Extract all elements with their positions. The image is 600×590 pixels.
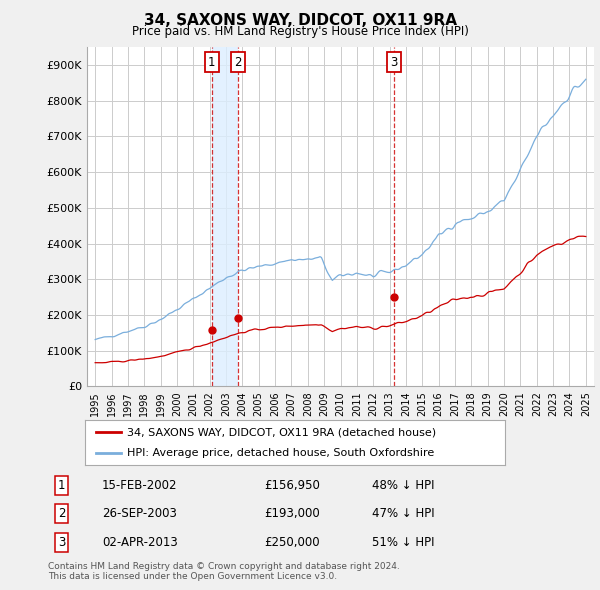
Text: 3: 3	[390, 55, 397, 68]
Bar	[212, 47, 238, 386]
Text: 2: 2	[235, 55, 242, 68]
Text: £193,000: £193,000	[264, 507, 320, 520]
Text: 47% ↓ HPI: 47% ↓ HPI	[372, 507, 434, 520]
Text: Price paid vs. HM Land Registry's House Price Index (HPI): Price paid vs. HM Land Registry's House …	[131, 25, 469, 38]
Text: 3: 3	[58, 536, 65, 549]
Text: HPI: Average price, detached house, South Oxfordshire: HPI: Average price, detached house, Sout…	[127, 448, 434, 458]
Text: 26-SEP-2003: 26-SEP-2003	[102, 507, 177, 520]
Text: 48% ↓ HPI: 48% ↓ HPI	[372, 478, 434, 491]
Text: £250,000: £250,000	[264, 536, 320, 549]
Text: 34, SAXONS WAY, DIDCOT, OX11 9RA: 34, SAXONS WAY, DIDCOT, OX11 9RA	[143, 13, 457, 28]
Text: Contains HM Land Registry data © Crown copyright and database right 2024.
This d: Contains HM Land Registry data © Crown c…	[48, 562, 400, 581]
Text: 1: 1	[208, 55, 215, 68]
Text: 2: 2	[58, 507, 65, 520]
Text: 51% ↓ HPI: 51% ↓ HPI	[372, 536, 434, 549]
Text: 02-APR-2013: 02-APR-2013	[102, 536, 178, 549]
Text: 1: 1	[58, 478, 65, 491]
Text: £156,950: £156,950	[264, 478, 320, 491]
Text: 34, SAXONS WAY, DIDCOT, OX11 9RA (detached house): 34, SAXONS WAY, DIDCOT, OX11 9RA (detach…	[127, 427, 436, 437]
Text: 15-FEB-2002: 15-FEB-2002	[102, 478, 178, 491]
